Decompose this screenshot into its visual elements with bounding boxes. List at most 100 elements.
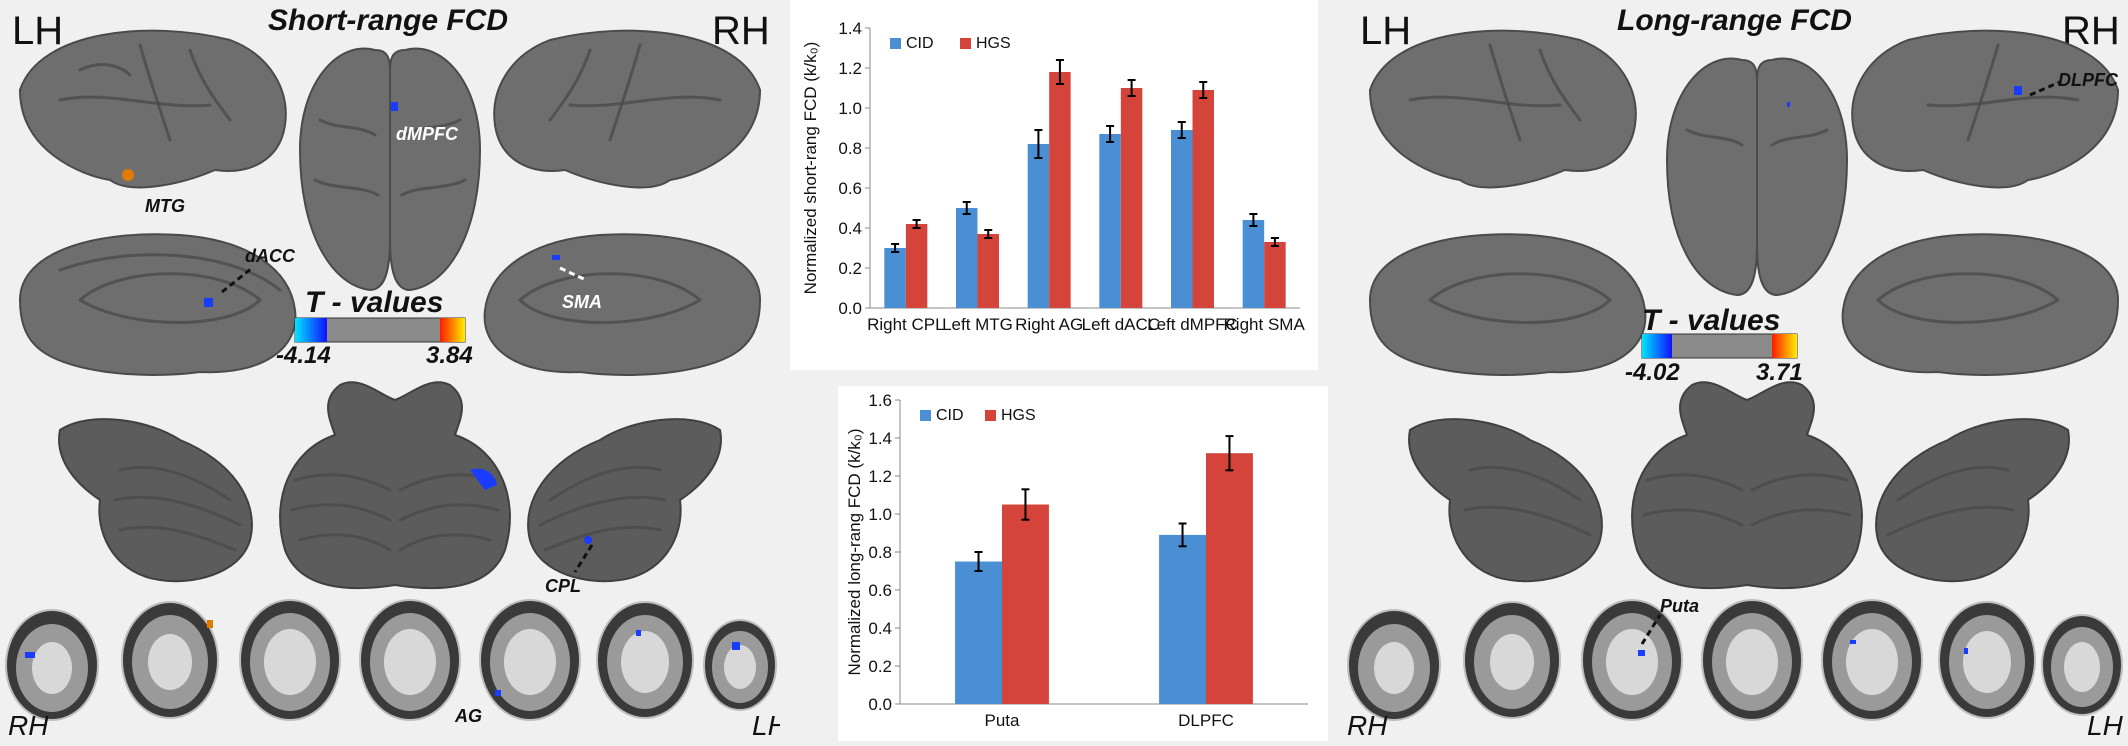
bar-cid-1	[956, 208, 978, 308]
slice-lh-label: LH	[2087, 710, 2124, 741]
cerebellum-posterior-view	[1631, 381, 1863, 590]
bar-hgs-1	[977, 234, 999, 308]
colorbar-max: 3.71	[1756, 359, 1803, 386]
axial-slice-2	[121, 601, 219, 719]
panel-title: Short-range FCD	[268, 4, 508, 37]
x-tick-label: Left MTG	[942, 315, 1013, 334]
axial-slices	[1347, 599, 2123, 721]
x-tick-label: Left dMPFC	[1147, 315, 1238, 334]
colorbar-title: T - values	[1642, 304, 1780, 337]
y-tick-label: 1.6	[868, 391, 892, 410]
y-tick-label: 0.2	[868, 657, 892, 676]
y-tick-label: 0.4	[838, 219, 862, 238]
bar-cid-4	[1171, 130, 1193, 308]
bar-hgs-5	[1264, 242, 1286, 308]
axial-slice-4	[1701, 599, 1803, 721]
y-tick-label: 0.8	[838, 139, 862, 158]
bar-hgs-2	[1049, 72, 1071, 308]
y-tick-label: 0.0	[838, 299, 862, 318]
slice-rh-label: RH	[1347, 710, 1388, 741]
short-range-chart-box: 0.0 0.2 0.4 0.6 0.8 1.0 1.2 1.4 Normalized short…	[790, 0, 1318, 370]
axial-slice-2	[1463, 601, 1561, 719]
lateral-right-hemisphere	[493, 29, 762, 189]
colorbar-title: T - values	[305, 286, 443, 319]
y-tick-label: 0.0	[868, 695, 892, 714]
medial-left-hemisphere	[18, 233, 297, 376]
x-tick-label: Puta	[985, 711, 1021, 730]
cerebellum-right-view	[527, 418, 722, 583]
legend-label-hgs: HGS	[976, 35, 1011, 52]
colorbar-min: -4.14	[276, 342, 331, 369]
long-range-chart-box: 0.0 0.2 0.4 0.6 0.8 1.0 1.2 1.4 1.6 Normalized lo…	[838, 386, 1328, 741]
puta-activation	[1638, 650, 1645, 656]
bar-cid-1	[1159, 534, 1206, 704]
legend-swatch-hgs	[985, 410, 996, 421]
axial-slice-4	[359, 599, 461, 721]
axial-slices	[5, 599, 777, 721]
short-range-brain-panel: LH Short-range FCD RH MTG dMPFC dACC	[5, 4, 780, 741]
bar-cid-5	[1242, 220, 1265, 308]
colorbar-min: -4.02	[1625, 359, 1680, 386]
legend-swatch-cid	[890, 38, 901, 49]
medial-right-hemisphere	[1841, 233, 2120, 376]
axial-slice-3	[1581, 599, 1683, 721]
dacc-activation	[204, 298, 213, 307]
axial-slice-5	[1821, 599, 1923, 721]
axial-slice-6	[1938, 601, 2036, 719]
bar-hgs-4	[1192, 90, 1214, 308]
cerebellum-right-view	[1875, 418, 2070, 583]
y-tick-label: 1.2	[838, 59, 862, 78]
bar-hgs-0	[1002, 504, 1049, 704]
roi-label-dmpfc: dMPFC	[396, 124, 459, 144]
roi-label-ag: AG	[454, 706, 482, 726]
bar-cid-3	[1099, 134, 1121, 308]
t-values-colorbar: T - values -4.02 3.71	[1625, 304, 1803, 386]
axial-slice-1	[1347, 609, 1441, 721]
cerebellum-left-view	[1408, 418, 1603, 583]
medial-left-hemisphere	[1368, 233, 1647, 376]
y-axis-title: Normalized short-rang FCD (k/k₀)	[801, 42, 820, 295]
axial-slice-3	[239, 599, 341, 721]
y-tick-label: 0.6	[838, 179, 862, 198]
roi-label-cpl: CPL	[545, 576, 581, 596]
roi-label-dlpfc: DLPFC	[2058, 70, 2119, 90]
cpl-activation	[584, 536, 592, 544]
dlpfc-activation	[2014, 86, 2022, 95]
x-tick-label: Right AG	[1015, 315, 1083, 334]
lh-label: LH	[1360, 9, 1411, 53]
y-tick-label: 1.0	[838, 99, 862, 118]
y-tick-label: 1.2	[868, 467, 892, 486]
axial-slice-5	[479, 599, 581, 721]
legend-label-cid: CID	[906, 35, 934, 52]
sma-activation	[552, 255, 560, 260]
lateral-right-hemisphere	[1851, 29, 2120, 189]
y-tick-label: 1.4	[838, 19, 862, 38]
legend-label-hgs: HGS	[1001, 407, 1036, 424]
y-tick-label: 0.2	[838, 259, 862, 278]
panel-title: Long-range FCD	[1617, 4, 1852, 37]
lateral-left-hemisphere	[1368, 29, 1637, 189]
y-tick-label: 0.8	[868, 543, 892, 562]
mtg-activation	[122, 169, 134, 181]
cerebellum-posterior-view	[279, 381, 511, 590]
y-tick-label: 0.6	[868, 581, 892, 600]
cerebellum-left-view	[58, 418, 253, 583]
slice-rh-label: RH	[8, 710, 49, 741]
y-tick-label: 0.4	[868, 619, 892, 638]
y-tick-label: 1.4	[868, 429, 892, 448]
short-range-bar-chart: 0.0 0.2 0.4 0.6 0.8 1.0 1.2 1.4 Normalized short…	[801, 19, 1306, 334]
legend-label-cid: CID	[936, 407, 964, 424]
dorsal-view	[1665, 57, 1849, 297]
y-tick-label: 1.0	[868, 505, 892, 524]
x-tick-label: Left dACC	[1082, 315, 1160, 334]
t-values-colorbar: T - values -4.14 3.84	[276, 286, 473, 369]
slice-lh-label: LH	[752, 710, 780, 741]
x-tick-label: Right SMA	[1224, 315, 1306, 334]
lateral-left-hemisphere	[18, 29, 287, 189]
long-range-brain-panel: LH Long-range FCD RH DLPFC	[1347, 4, 2124, 741]
dmpfc-activation	[391, 102, 398, 111]
roi-label-sma: SMA	[562, 292, 602, 312]
colorbar-max: 3.84	[426, 342, 473, 369]
dorsal-view	[298, 47, 482, 292]
